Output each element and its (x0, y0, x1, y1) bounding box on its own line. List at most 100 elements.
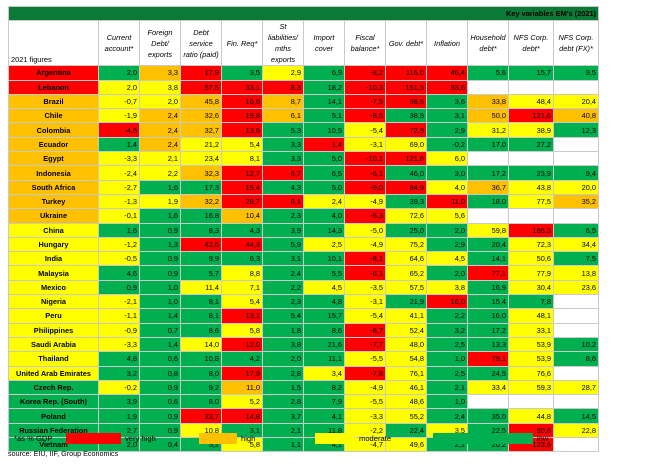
country-label: Chile (8, 108, 99, 124)
value-cell: 9,9 (180, 251, 222, 267)
value-cell: 1,4 (139, 336, 181, 353)
value-cell: 44,3 (221, 236, 263, 253)
value-cell: 11,0 (221, 379, 263, 396)
value-cell: 16,0 (426, 294, 468, 310)
value-cell: -4,9 (344, 193, 386, 210)
value-cell: -5,4 (344, 308, 386, 324)
value-cell: 34,4 (552, 236, 600, 253)
value-cell (552, 437, 600, 453)
value-cell: 65,2 (385, 265, 427, 281)
value-cell: -6,3 (344, 208, 386, 224)
value-cell: 33,8 (467, 93, 509, 110)
legend-label: moderate (359, 433, 392, 443)
value-cell (552, 394, 600, 410)
value-cell: 6,5 (552, 222, 600, 238)
value-cell: -5,5 (344, 394, 386, 410)
value-cell: 2,5 (303, 236, 345, 253)
value-cell: 8,6 (180, 322, 222, 338)
value-cell: 27,2 (508, 136, 554, 153)
value-cell: 3,3 (139, 65, 181, 81)
column-header: Current account* (98, 20, 140, 67)
value-cell: 2,8 (262, 394, 304, 410)
value-cell: 5,9 (262, 236, 304, 253)
table-row: Colombia -4,6 2,4 32,7 13,6 5,3 10,5 -5,4 72,9 2,… (8, 122, 600, 138)
country-label: Poland (8, 408, 99, 424)
value-cell: 19,8 (221, 108, 263, 124)
value-cell: 2,0 (139, 93, 181, 110)
legend-swatch (315, 432, 355, 444)
value-cell: 0,4 (139, 437, 181, 453)
value-cell: -2,1 (98, 294, 140, 310)
value-cell: -10,1 (344, 151, 386, 167)
value-cell: -0,2 (426, 136, 468, 153)
value-cell: 0,9 (139, 222, 181, 238)
value-cell: 15,4 (467, 294, 509, 310)
value-cell: 72,3 (508, 236, 554, 253)
value-cell: 24,5 (467, 365, 509, 381)
value-cell: 4,1 (303, 408, 345, 424)
table-title: Key variables EM's (2021) (7, 5, 600, 22)
value-cell (552, 294, 600, 310)
table-row: Poland 1,9 0,9 23,7 14,8 3,7 4,1 -3,3 55,2 2,4 35,… (8, 408, 600, 424)
value-cell: 50,0 (467, 108, 509, 124)
value-cell: 4,8 (98, 351, 140, 367)
value-cell: -7,8 (344, 365, 386, 381)
value-cell: -0,1 (98, 208, 140, 224)
country-label: South Africa (8, 179, 99, 195)
table-row: Korea Rep. (South) 3,9 0,6 8,0 5,2 2,8 7,9 -5,5… (8, 394, 600, 410)
value-cell: 35,2 (552, 193, 600, 210)
value-cell: 16,6 (221, 93, 263, 110)
value-cell: 2,0 (98, 65, 140, 81)
value-cell: 0,6 (139, 394, 181, 410)
value-cell: 2,1 (426, 379, 468, 396)
value-cell: -0,7 (98, 93, 140, 110)
value-cell: 23,4 (180, 151, 222, 167)
value-cell: 2,2 (139, 165, 181, 181)
value-cell: 46,4 (426, 65, 468, 81)
value-cell: -1,2 (98, 236, 140, 253)
value-cell: 3,2 (98, 365, 140, 381)
value-cell: 8,0 (180, 394, 222, 410)
value-cell: 20,0 (552, 179, 600, 195)
value-cell: 5,0 (303, 151, 345, 167)
value-cell (552, 322, 600, 338)
value-cell: 1,8 (262, 322, 304, 338)
table-row: Philippines -0,9 0,7 8,6 5,8 1,8 8,6 -8,7 52,4 3,… (8, 322, 600, 338)
table-row: China 1,6 0,9 8,3 4,3 3,9 14,3 -5,0 25,0 2,0 59,8 1… (8, 222, 600, 238)
value-cell: 11,1 (303, 351, 345, 367)
table-row: Chile -1,9 2,4 32,6 19,8 6,1 5,1 -8,5 38,5 3,1 50,… (8, 108, 600, 124)
value-cell: 6,9 (303, 65, 345, 81)
value-cell: 6,7 (262, 165, 304, 181)
value-cell: 1,5 (262, 379, 304, 396)
value-cell: -1,9 (98, 108, 140, 124)
value-cell: 1,1 (262, 437, 304, 453)
value-cell: 0,9 (98, 279, 140, 296)
value-cell: 6,0 (426, 151, 468, 167)
value-cell: 2,4 (303, 193, 345, 210)
column-header: Inflation (426, 20, 468, 67)
value-cell: 4,5 (303, 279, 345, 296)
value-cell: 3,9 (98, 394, 140, 410)
value-cell: 21,2 (180, 136, 222, 153)
value-cell: 15,7 (508, 65, 554, 81)
value-cell (508, 394, 554, 410)
value-cell: 28,7 (221, 193, 263, 210)
value-cell: 0,8 (139, 365, 181, 381)
value-cell: -4,9 (344, 236, 386, 253)
country-label: Argentina (8, 65, 99, 81)
table-row: Indonesia -2,4 2,2 32,3 12,7 6,7 6,5 -6,1 46,0 3,… (8, 165, 600, 181)
value-cell: -8,5 (344, 108, 386, 124)
source-note: source: EIU, IIF, Group Economics (8, 449, 119, 458)
value-cell: 20,4 (467, 236, 509, 253)
country-label: China (8, 222, 99, 238)
value-cell: 46,1 (385, 379, 427, 396)
country-label: Ukraine (8, 208, 99, 224)
row-header-label: 2021 figures (8, 20, 99, 67)
value-cell: 17,3 (180, 179, 222, 195)
footnote: *as % GDP (14, 433, 53, 443)
value-cell: 1,6 (139, 208, 181, 224)
country-label: Hungary (8, 236, 99, 253)
value-cell: -3,3 (98, 336, 140, 353)
country-label: India (8, 251, 99, 267)
value-cell: 93,6 (426, 79, 468, 95)
